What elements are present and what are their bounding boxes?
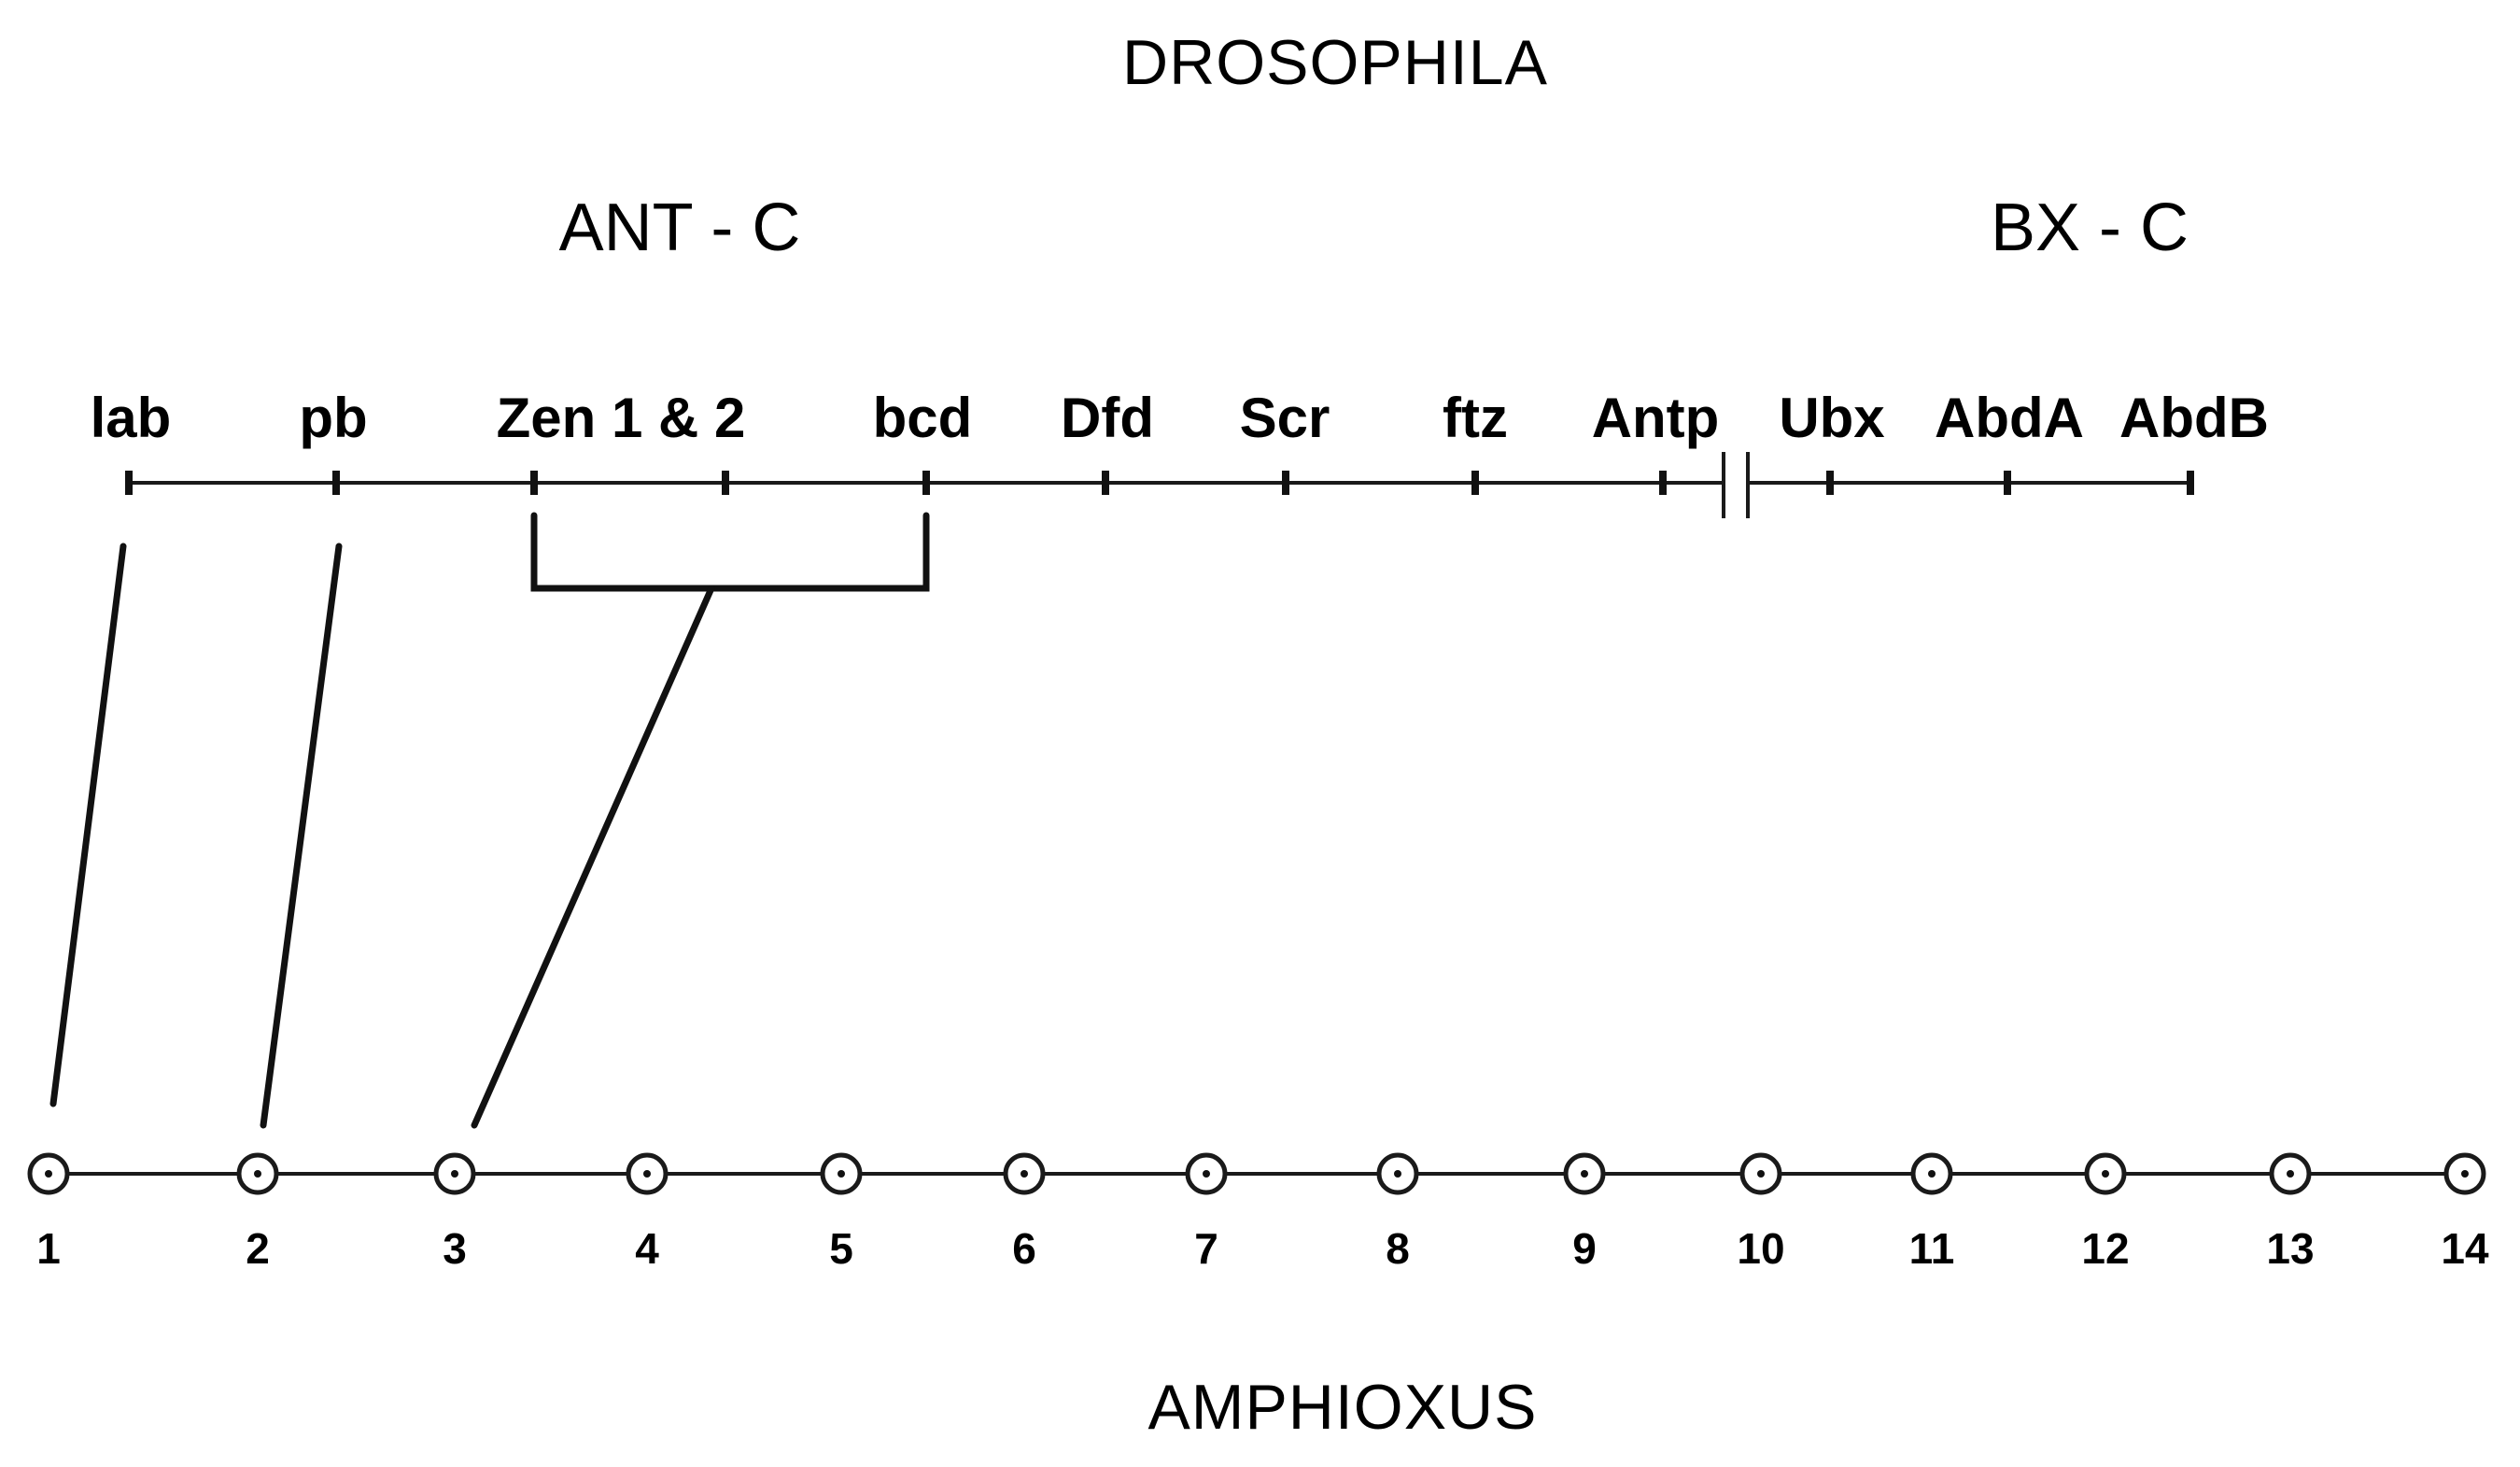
gene-label-scr: Scr [1240,387,1330,449]
gene-label-pb: pb [299,387,367,449]
amphioxus-node-dot-7 [1203,1170,1210,1178]
amphioxus-node-dot-6 [1021,1170,1028,1178]
amphioxus-number-2: 2 [246,1224,270,1273]
amphioxus-number-6: 6 [1012,1224,1036,1273]
link-lab-to-1 [49,543,127,1107]
gene-label-abdb: AbdB [2119,387,2269,449]
gene-label-ubx: Ubx [1779,387,1884,449]
amphioxus-title: AMPHIOXUS [1147,1372,1537,1443]
drosophila-chromosome [129,452,2190,518]
amphioxus-node-dot-13 [2287,1170,2294,1178]
amphioxus-node-dot-5 [838,1170,845,1178]
drosophila-genes: lab pb Zen 1 & 2 bcd Dfd Scr ftz Antp Ubx AbdA Abd… [91,387,2269,495]
amphioxus-number-9: 9 [1572,1224,1597,1273]
amphioxus-number-8: 8 [1386,1224,1410,1273]
amphioxus-number-5: 5 [829,1224,853,1273]
link-pb-to-2 [260,543,343,1129]
gene-label-ftz: ftz [1443,387,1508,449]
amphioxus-node-dot-8 [1394,1170,1401,1178]
link-zen-bcd-to-3 [471,585,715,1129]
amphioxus-node-dot-11 [1928,1170,1936,1178]
gene-label-zen-1-2: Zen 1 & 2 [497,387,746,449]
drosophila-title: DROSOPHILA [1122,27,1548,98]
amphioxus-number-12: 12 [2081,1224,2129,1273]
amphioxus-node-dot-1 [45,1170,52,1178]
gene-label-lab: lab [91,387,172,449]
zen-bcd-bracket [530,512,930,592]
amphioxus-number-1: 1 [36,1224,61,1273]
amphioxus-number-7: 7 [1194,1224,1218,1273]
amphioxus-number-14: 14 [2441,1224,2489,1273]
gene-label-antp: Antp [1592,387,1720,449]
amphioxus-node-dot-4 [643,1170,651,1178]
amphioxus-number-4: 4 [635,1224,659,1273]
amphioxus-node-dot-3 [451,1170,458,1178]
amphioxus-node-dot-9 [1581,1170,1588,1178]
gene-label-bcd: bcd [873,387,973,449]
amphioxus-node-dot-2 [254,1170,261,1178]
gene-label-abda: AbdA [1935,387,2084,449]
amphioxus-number-13: 13 [2266,1224,2314,1273]
bx-c-label: BX - C [1991,190,2189,265]
amphioxus-number-11: 11 [1909,1224,1955,1273]
amphioxus-node-dot-12 [2102,1170,2109,1178]
amphioxus-node-dot-10 [1757,1170,1765,1178]
amphioxus-number-3: 3 [443,1224,467,1273]
amphioxus-genes: 1 2 3 4 5 6 7 8 9 10 11 12 13 14 [27,1152,2489,1273]
ant-c-label: ANT - C [559,190,801,265]
amphioxus-number-10: 10 [1737,1224,1784,1273]
amphioxus-node-dot-14 [2461,1170,2469,1178]
gene-label-dfd: Dfd [1061,387,1154,449]
